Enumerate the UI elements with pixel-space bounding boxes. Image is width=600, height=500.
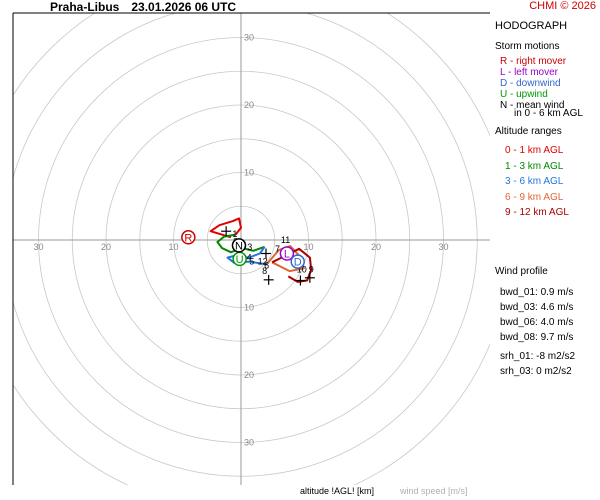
altitude-label: 3 xyxy=(247,242,252,252)
storm-motion-item: N - mean wind xyxy=(500,100,565,111)
storm-motion-item: R - right mover xyxy=(500,56,567,67)
storm-motion-item: L - left mover xyxy=(500,67,558,78)
legend-title: HODOGRAPH xyxy=(495,20,568,32)
altitude-range-item: 1 - 3 km AGL xyxy=(505,160,564,172)
wind-profile-item: bwd_08: 9.7 m/s xyxy=(500,332,574,343)
altitude-range-item: 6 - 9 km AGL xyxy=(505,191,564,203)
storm-marker-circle xyxy=(231,238,247,253)
ring-label: 30 xyxy=(438,242,448,252)
storm-marker-label: R xyxy=(184,232,192,244)
altitude-range-item: 0 - 1 km AGL xyxy=(505,145,564,156)
storm-marker-label: N xyxy=(235,240,243,252)
storm-marker-circle xyxy=(290,254,305,269)
hodograph-series-line xyxy=(226,246,267,266)
hodograph-series-line xyxy=(209,217,242,239)
altitude-range-item: 9 - 12 km AGL xyxy=(505,207,569,218)
altitude-label: 4 xyxy=(247,253,252,263)
altitude-label: 5 xyxy=(249,257,254,267)
altitude-label: 1 xyxy=(232,229,237,239)
storm-marker-circle xyxy=(181,230,196,245)
storm-marker-label: L xyxy=(284,249,290,261)
wind-profile-item: srh_01: -8 m2/s2 xyxy=(500,351,576,362)
station-title: Praha-Libus 23.01.2026 06 UTC xyxy=(50,0,236,14)
wind-profile-title: Wind profile xyxy=(495,266,548,277)
ring-label: 10 xyxy=(244,168,254,178)
sounding-datetime: 23.01.2026 06 UTC xyxy=(131,0,237,14)
ring-label: 20 xyxy=(244,100,254,110)
copyright: CHMI © 2026 xyxy=(529,0,596,12)
altitude-label: 10 xyxy=(297,265,307,275)
ring-label: 30 xyxy=(244,438,254,448)
altitude-label: 8 xyxy=(262,266,267,276)
storm-motion-item: D - downwind xyxy=(500,78,561,89)
storm-marker-label: U xyxy=(236,254,244,266)
altitude-axis-label: altitude !AGL! [km] xyxy=(300,486,375,496)
altitude-label: 9 xyxy=(309,265,314,275)
ring-label: 20 xyxy=(371,242,381,252)
ring-label: 20 xyxy=(244,370,254,380)
storm-marker-label: D xyxy=(294,257,302,269)
hodograph-series-line xyxy=(216,233,265,254)
ring-label: 10 xyxy=(244,303,254,313)
altitude-label: 6 xyxy=(264,261,269,271)
storm-motions-title: Storm motions xyxy=(495,41,560,52)
altitude-label: 7 xyxy=(275,244,280,254)
hodograph-plot: 101010102020202030303030123456789101112R… xyxy=(12,12,490,485)
ring-label: 10 xyxy=(168,242,178,252)
ring-label: 20 xyxy=(101,242,111,252)
ring-label: 30 xyxy=(33,242,43,252)
speed-ring xyxy=(13,13,490,485)
wind-profile-item: bwd_03: 4.6 m/s xyxy=(500,302,574,313)
wind-profile-item: bwd_06: 4.0 m/s xyxy=(500,317,574,328)
altitude-ranges-title: Altitude ranges xyxy=(495,126,562,137)
altitude-label: 12 xyxy=(258,257,268,267)
station-name: Praha-Libus xyxy=(50,0,120,14)
altitude-range-item: 3 - 6 km AGL xyxy=(505,176,564,187)
altitude-label: 11 xyxy=(281,235,290,245)
ring-label: 30 xyxy=(244,33,254,43)
wind-profile-item: srh_03: 0 m2/s2 xyxy=(500,366,572,377)
storm-motion-item: in 0 - 6 km AGL xyxy=(514,108,583,119)
windspeed-axis-label: wind speed [m/s] xyxy=(400,486,468,496)
ring-grid xyxy=(13,13,490,485)
wind-profile-item: bwd_01: 0.9 m/s xyxy=(500,287,574,298)
storm-motion-item: U - upwind xyxy=(500,89,548,100)
storm-marker-circle xyxy=(279,246,295,261)
ring-label: 10 xyxy=(303,242,313,252)
